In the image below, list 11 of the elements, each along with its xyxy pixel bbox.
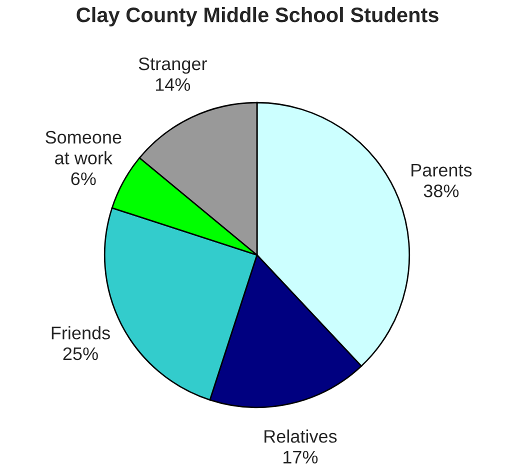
- data-label: 38%: [424, 184, 459, 198]
- slice-label: Friends: [52, 326, 110, 340]
- data-label: 25%: [63, 347, 98, 360]
- chart-title: Clay County Middle School Students: [76, 6, 438, 26]
- slice-label: Relatives: [264, 430, 337, 443]
- slice-label: Parents: [412, 164, 472, 177]
- data-label: 17%: [284, 450, 318, 464]
- data-label: 6%: [71, 172, 96, 186]
- slice-label: Someone at work: [46, 130, 122, 164]
- data-label: 14%: [156, 78, 190, 91]
- slice-label: Stranger: [138, 57, 207, 74]
